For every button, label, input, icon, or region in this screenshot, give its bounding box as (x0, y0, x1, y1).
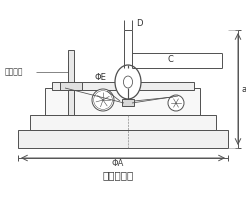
Ellipse shape (115, 65, 141, 99)
Circle shape (92, 89, 114, 111)
Text: 橡套电缆: 橡套电缆 (5, 68, 24, 76)
Bar (60, 82, 82, 90)
Text: D: D (136, 20, 142, 28)
Text: a: a (241, 84, 246, 94)
Bar (52, 82, 194, 90)
Text: 外形尺寸图: 外形尺寸图 (102, 170, 134, 180)
Bar (30, 115, 216, 130)
Text: C: C (167, 55, 173, 64)
Bar (45, 88, 200, 115)
Text: ΦE: ΦE (94, 73, 106, 82)
Text: ΦA: ΦA (112, 158, 124, 168)
Ellipse shape (123, 76, 133, 88)
Bar (68, 50, 74, 115)
Circle shape (168, 95, 184, 111)
Bar (122, 99, 134, 106)
Bar (18, 130, 228, 148)
